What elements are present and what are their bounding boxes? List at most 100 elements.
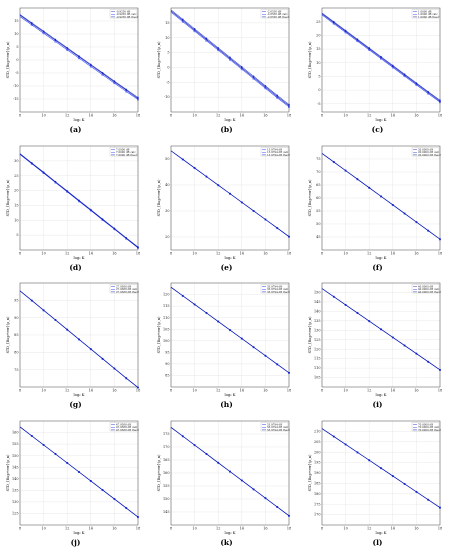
plot-frame	[321, 145, 441, 250]
y-tick-label: 10	[165, 36, 169, 40]
y-tick-label: 5	[167, 51, 169, 55]
data-point	[356, 312, 359, 314]
chart-panel: 8 10 12 14 16 18 -5 0 5 10 15 20 25 log₂ K STD_{Rup+er…	[302, 0, 453, 138]
data-point	[276, 363, 278, 366]
legend-box	[260, 421, 289, 431]
panel-caption: (a)	[69, 125, 82, 134]
y-tick-label: 10	[316, 61, 320, 65]
panel-caption: (j)	[70, 537, 81, 547]
chart-panel: 8 10 12 14 16 18 5 10 15 20 25 30 log₂ K STD_{Rup+err…	[0, 138, 151, 276]
y-tick-label: 170	[314, 512, 320, 516]
data-point	[356, 177, 359, 180]
data-point	[229, 329, 231, 331]
data-point	[264, 354, 267, 357]
x-tick-label: 18	[136, 251, 140, 255]
x-tick-label: 16	[263, 114, 267, 118]
y-tick-label: 100	[163, 339, 169, 343]
y-tick-label: 115	[314, 357, 320, 361]
data-point	[125, 89, 127, 91]
y-tick-label: 25	[316, 20, 320, 24]
panel-caption: (c)	[371, 125, 384, 134]
data-point	[31, 161, 33, 164]
data-point	[78, 199, 80, 201]
y-tick-label: 135	[12, 488, 18, 492]
x-tick-label: 12	[65, 389, 69, 393]
plot-frame	[321, 282, 441, 388]
y-tick-label: 140	[314, 309, 320, 313]
data-point	[427, 229, 429, 231]
plot-frame	[321, 420, 441, 525]
data-point	[252, 487, 255, 490]
data-point	[252, 346, 255, 348]
data-point	[54, 39, 57, 42]
data-point	[333, 295, 335, 298]
data-point	[217, 320, 219, 323]
x-tick-label: 10	[343, 114, 347, 118]
y-tick-label: 150	[12, 453, 18, 457]
x-tick-label: 16	[414, 114, 418, 118]
y-tick-label: 180	[314, 491, 320, 495]
data-point	[90, 208, 92, 211]
y-tick-label: 65	[316, 183, 320, 187]
data-point	[403, 482, 406, 485]
x-tick-label: 14	[240, 389, 244, 393]
data-point	[113, 497, 116, 500]
legend-box	[260, 284, 289, 294]
x-tick-label: 10	[41, 526, 45, 530]
data-point	[42, 443, 45, 446]
y-tick-label: 20	[316, 33, 320, 37]
data-point	[241, 337, 243, 340]
data-point	[217, 47, 219, 49]
chart-svg: 8 10 12 14 16 18 170 175 180 185 190 195 200 205 210 lo…	[308, 420, 442, 535]
chart-svg: 8 10 12 14 16 18 125 130 135 140 145 150 155 160 log₂ …	[6, 420, 140, 535]
y-tick-label: 150	[163, 497, 169, 501]
y-tick-label: 50	[165, 157, 169, 161]
data-point	[90, 479, 92, 482]
data-point	[229, 56, 231, 59]
data-point	[392, 336, 394, 339]
legend-entry: 47.9588 dB calc	[116, 425, 138, 429]
y-tick-label: -15	[13, 97, 18, 101]
data-point	[217, 183, 219, 186]
legend-entry: -2.6556 dB theor	[267, 15, 290, 19]
data-point	[101, 218, 104, 220]
x-tick-label: 14	[89, 251, 93, 255]
x-tick-label: 10	[192, 389, 196, 393]
data-point	[439, 100, 441, 103]
panel-caption: (d)	[69, 262, 82, 272]
data-point	[288, 371, 290, 374]
data-point	[276, 94, 278, 97]
data-point	[344, 304, 347, 306]
x-tick-label: 12	[216, 526, 220, 530]
x-tick-label: 16	[263, 251, 267, 255]
x-tick-label: 14	[89, 114, 93, 118]
y-tick-label: 165	[163, 458, 169, 462]
x-tick-label: 12	[65, 251, 69, 255]
y-axis-label: STD_{Rup+err}(ρ_n)	[308, 41, 312, 79]
y-tick-label: 25	[14, 173, 18, 177]
panel-caption: (i)	[372, 400, 383, 409]
y-tick-label: 195	[314, 460, 320, 464]
data-point	[54, 180, 57, 183]
data-point	[217, 461, 219, 464]
legend-entry: 27.9588 dB theor	[116, 290, 140, 294]
plot-frame	[19, 420, 139, 525]
y-tick-label: 75	[316, 157, 320, 161]
data-point	[193, 303, 196, 306]
data-point	[333, 435, 335, 437]
data-point	[229, 57, 231, 60]
data-point	[368, 186, 370, 189]
data-point	[205, 37, 208, 40]
data-point	[403, 344, 406, 347]
data-point	[66, 47, 68, 50]
data-point	[264, 86, 267, 88]
x-tick-label: 10	[192, 526, 196, 530]
data-point	[241, 66, 243, 68]
data-point	[439, 99, 441, 102]
legend-entry: 13.9794 dB calc	[267, 150, 289, 154]
panel-caption: (e)	[220, 262, 233, 272]
data-point	[125, 236, 127, 239]
y-tick-label: 80	[14, 350, 18, 354]
series-line	[321, 14, 441, 103]
chart-panel: 8 10 12 14 16 18 170 175 180 185 190 195 200 205 210 lo…	[302, 413, 453, 550]
